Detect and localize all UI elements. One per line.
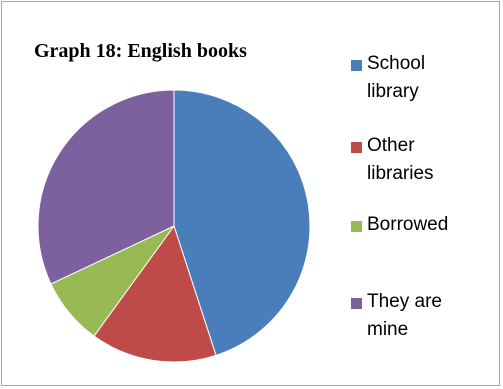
legend-label-they-are-mine: They are mine (367, 288, 497, 344)
legend-swatch-school-library (351, 60, 362, 71)
legend-label-line: Other (367, 135, 415, 156)
pie-slices (37, 89, 311, 363)
pie-slice-other-libraries (93, 224, 217, 363)
legend-label-other-libraries: Other libraries (367, 132, 497, 188)
legend-swatch-borrowed (351, 221, 362, 232)
legend-label-line: They are (367, 291, 442, 312)
pie-slice-they-are-mine (37, 89, 175, 285)
legend-label-line: mine (367, 319, 409, 340)
legend-label-line: libraries (367, 163, 434, 184)
legend-swatch-other-libraries (351, 142, 362, 153)
legend-label-line: School (367, 53, 426, 74)
pie-slice-school-library (173, 89, 311, 356)
legend-label-line: Borrowed (367, 214, 449, 235)
legend-label-borrowed: Borrowed (367, 211, 497, 239)
chart-title: Graph 18: English books (34, 40, 247, 62)
legend-label-school-library: School library (367, 50, 497, 106)
legend-label-line: library (367, 81, 419, 102)
legend-swatch-they-are-mine (351, 298, 362, 309)
